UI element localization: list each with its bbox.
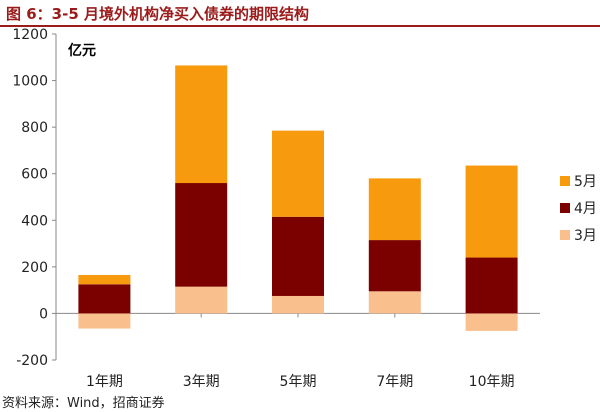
- bar-segment-4月: [368, 240, 421, 292]
- y-tick-label: 0: [39, 306, 48, 322]
- x-tick-label: 3年期: [183, 374, 220, 390]
- y-tick-label: -200: [16, 353, 48, 369]
- legend-swatch: [560, 230, 570, 240]
- bar-segment-3月: [272, 295, 324, 314]
- legend-label: 3月: [574, 228, 597, 244]
- bar-segment-5月: [272, 130, 324, 217]
- y-tick-label: 1000: [12, 74, 48, 90]
- legend: 5月 4月 3月: [560, 174, 597, 244]
- y-tick-label: 1200: [12, 27, 48, 43]
- x-tick-labels: 1年期 3年期 5年期 7年期 10年期: [86, 374, 515, 390]
- legend-swatch: [560, 176, 570, 186]
- chart-title: 图 6：3-5 月境外机构净买入债券的期限结构: [6, 5, 309, 23]
- bar-segment-5月: [465, 165, 518, 258]
- bar-segment-5月: [368, 178, 421, 241]
- bar-segment-3月: [465, 313, 518, 331]
- legend-swatch: [560, 203, 570, 213]
- x-tick-label: 1年期: [86, 374, 123, 390]
- bar-segment-3月: [175, 286, 228, 314]
- unit-label: 亿元: [68, 42, 96, 59]
- bar-segment-5月: [175, 65, 228, 184]
- legend-label: 4月: [574, 201, 597, 217]
- bar-segment-4月: [465, 257, 518, 314]
- bar-segment-3月: [78, 313, 131, 329]
- legend-label: 5月: [574, 174, 597, 190]
- y-tick-label: 800: [21, 120, 48, 136]
- bar-segment-4月: [78, 284, 131, 314]
- bar-segment-3月: [368, 291, 421, 314]
- bars: [78, 65, 518, 331]
- title-rule: [0, 25, 600, 27]
- bar-segment-4月: [175, 183, 228, 287]
- source-note: 资料来源：Wind，招商证券: [2, 396, 165, 411]
- y-tick-label: 600: [21, 167, 48, 183]
- y-tick-labels: -200 0 200 400 600 800 1000 1200: [12, 27, 48, 369]
- y-tick-label: 200: [21, 260, 48, 276]
- x-tick-label: 7年期: [376, 374, 413, 390]
- x-tick-label: 10年期: [469, 374, 515, 390]
- x-tick-label: 5年期: [280, 374, 317, 390]
- y-tick-label: 400: [21, 213, 48, 229]
- bar-segment-4月: [272, 216, 324, 296]
- bar-segment-5月: [78, 275, 131, 285]
